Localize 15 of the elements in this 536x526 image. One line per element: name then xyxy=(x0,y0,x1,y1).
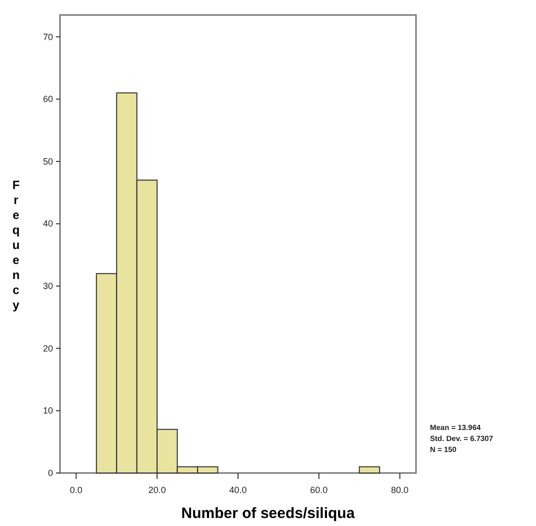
x-tick-label: 80.0 xyxy=(391,485,409,495)
y-tick-label: 0 xyxy=(48,468,53,478)
x-axis-title: Number of seeds/siliqua xyxy=(181,505,356,522)
y-tick-label: 20 xyxy=(42,343,53,354)
x-tick-label: 0.0 xyxy=(70,485,82,495)
x-tick-label: 60.0 xyxy=(310,485,328,495)
text: Frequency xyxy=(12,178,20,312)
y-tick-label: 10 xyxy=(42,406,53,416)
y-tick-label: 50 xyxy=(42,156,53,166)
y-tick-label: 30 xyxy=(42,281,53,292)
y-tick-label: 60 xyxy=(42,94,53,104)
y-tick-label: 40 xyxy=(42,218,53,229)
y-tick-label: 70 xyxy=(42,32,53,42)
x-tick-label: 20.0 xyxy=(148,485,166,495)
x-tick-label: 40.0 xyxy=(229,485,247,495)
